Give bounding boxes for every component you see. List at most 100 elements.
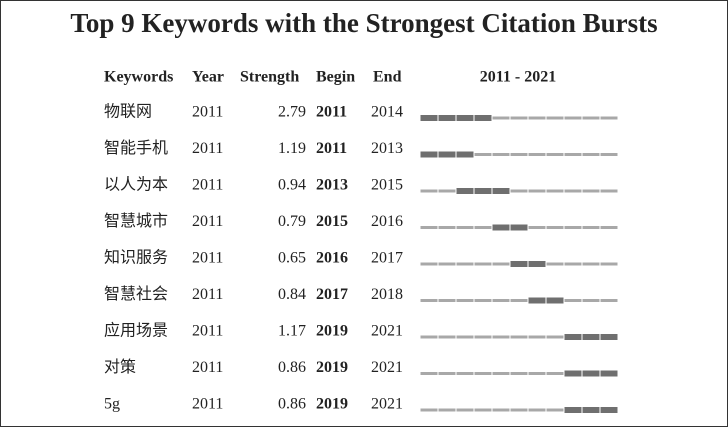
- year: 2011: [192, 396, 223, 413]
- burst-segment: [582, 334, 600, 340]
- strength: 0.86: [278, 396, 306, 413]
- year-segment: [492, 299, 510, 302]
- burst-segment: [420, 151, 438, 158]
- begin: 2016: [316, 250, 348, 267]
- begin: 2019: [316, 396, 348, 413]
- begin: 2013: [316, 177, 348, 194]
- year-segment: [582, 262, 600, 266]
- year-segment: [456, 226, 474, 229]
- burst-segment: [420, 115, 438, 121]
- year-segment: [420, 189, 438, 193]
- year-segment: [528, 189, 546, 193]
- keyword: 知识服务: [104, 249, 168, 267]
- year-segment: [420, 226, 438, 229]
- year-segment: [546, 408, 564, 412]
- year-segment: [600, 116, 618, 120]
- year: 2011: [192, 323, 223, 340]
- year-segment: [582, 226, 600, 229]
- burst-segment: [564, 370, 582, 377]
- year: 2011: [192, 104, 223, 121]
- title: Top 9 Keywords with the Strongest Citati…: [70, 8, 657, 38]
- year-segment: [492, 372, 510, 375]
- year-segment: [582, 189, 600, 193]
- year-segment: [600, 153, 618, 156]
- year-segment: [438, 226, 456, 229]
- end: 2013: [371, 140, 403, 157]
- year-segment: [546, 226, 564, 229]
- year-segment: [510, 372, 528, 375]
- year-segment: [600, 262, 618, 266]
- burst-segment: [438, 151, 456, 158]
- keyword: 智能手机: [104, 139, 168, 157]
- end: 2016: [371, 213, 403, 230]
- year: 2011: [192, 286, 223, 303]
- keyword: 智慧社会: [104, 285, 168, 303]
- begin: 2011: [316, 104, 347, 121]
- burst-segment: [492, 188, 510, 194]
- year-segment: [474, 153, 492, 156]
- end: 2017: [371, 250, 403, 267]
- year-segment: [546, 335, 564, 339]
- strength: 1.17: [278, 323, 306, 340]
- year-segment: [420, 408, 438, 412]
- year-segment: [510, 116, 528, 120]
- year-segment: [492, 153, 510, 156]
- strength: 0.86: [278, 359, 306, 376]
- year-segment: [528, 153, 546, 156]
- year-segment: [438, 408, 456, 412]
- year-segment: [528, 335, 546, 339]
- burst-segment: [510, 224, 528, 231]
- strength: 2.79: [278, 104, 306, 121]
- year-segment: [474, 335, 492, 339]
- year-segment: [420, 372, 438, 375]
- year-segment: [600, 189, 618, 193]
- keyword: 智慧城市: [104, 212, 168, 230]
- year: 2011: [192, 177, 223, 194]
- year-segment: [546, 262, 564, 266]
- year-segment: [528, 372, 546, 375]
- year-segment: [510, 299, 528, 302]
- burst-segment: [438, 115, 456, 121]
- end: 2014: [371, 104, 403, 121]
- year-segment: [510, 189, 528, 193]
- year: 2011: [192, 140, 223, 157]
- year-segment: [564, 299, 582, 302]
- end: 2018: [371, 286, 403, 303]
- year-segment: [546, 189, 564, 193]
- year: 2011: [192, 213, 223, 230]
- year-segment: [438, 299, 456, 302]
- strength: 0.65: [278, 250, 306, 267]
- year-segment: [456, 299, 474, 302]
- end: 2015: [371, 177, 403, 194]
- keyword: 物联网: [104, 103, 152, 121]
- year-segment: [456, 372, 474, 375]
- year-segment: [492, 335, 510, 339]
- burst-segment: [564, 407, 582, 413]
- year-segment: [474, 262, 492, 266]
- year-segment: [582, 153, 600, 156]
- year-segment: [420, 262, 438, 266]
- year-segment: [510, 335, 528, 339]
- year-segment: [474, 372, 492, 375]
- year-segment: [438, 262, 456, 266]
- year-segment: [546, 116, 564, 120]
- year-segment: [600, 226, 618, 229]
- burst-segment: [474, 188, 492, 194]
- year-segment: [474, 299, 492, 302]
- strength: 0.84: [278, 286, 306, 303]
- year-segment: [564, 226, 582, 229]
- burst-segment: [582, 370, 600, 377]
- begin: 2015: [316, 213, 348, 230]
- year-segment: [492, 116, 510, 120]
- header-begin: Begin: [316, 69, 355, 86]
- burst-segment: [600, 407, 618, 413]
- year: 2011: [192, 359, 223, 376]
- year-segment: [420, 335, 438, 339]
- begin: 2019: [316, 323, 348, 340]
- year-segment: [456, 335, 474, 339]
- strength: 0.94: [278, 177, 306, 194]
- burst-segment: [456, 151, 474, 158]
